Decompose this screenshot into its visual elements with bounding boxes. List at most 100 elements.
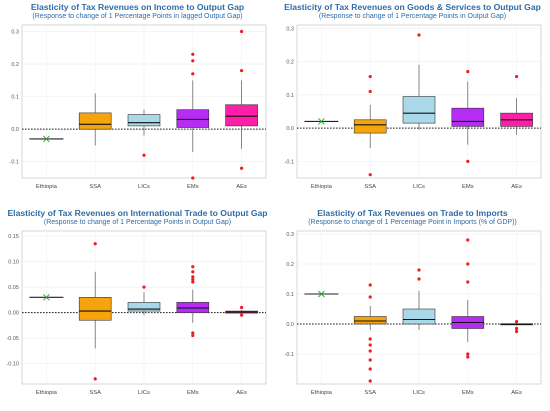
chart-panel-trade-imports: Elasticity of Tax Revenues on Trade to I… <box>275 206 550 411</box>
outlier-point <box>240 305 244 310</box>
chart-plot-goods-services: -0.1 0.0 0.1 0.2 0.3 Ethiopia SSA LICs EMs AEs <box>285 24 542 190</box>
x-tick-label: AEs <box>511 390 522 396</box>
outlier-point <box>240 313 244 317</box>
outlier-point <box>191 275 195 279</box>
outlier-point <box>515 74 519 79</box>
y-tick-label: 0.1 <box>286 93 294 99</box>
x-tick-label: LICs <box>413 390 425 396</box>
x-tick-label: Ethiopia <box>36 390 58 396</box>
outlier-point <box>515 320 519 324</box>
chart-panel-income: Elasticity of Tax Revenues on Income to … <box>0 0 275 205</box>
outlier-point <box>466 280 470 284</box>
outlier-point <box>191 72 195 76</box>
x-tick-label: AEs <box>236 184 247 190</box>
box <box>451 107 485 127</box>
y-tick-label: 0.0 <box>286 322 294 328</box>
y-tick-label: 0.15 <box>8 234 19 240</box>
outlier-point <box>368 367 372 371</box>
x-tick-label: Ethiopia <box>311 390 333 396</box>
chart-panel-international-trade: Elasticity of Tax Revenues on Internatio… <box>0 206 275 411</box>
outlier-point <box>240 68 244 73</box>
outlier-point <box>466 159 470 163</box>
outlier-point <box>417 33 421 37</box>
outlier-point <box>368 337 372 341</box>
x-tick-label: SSA <box>89 184 101 190</box>
chart-title: Elasticity of Tax Revenues on Internatio… <box>7 208 268 218</box>
ethiopia-marker <box>318 118 325 125</box>
x-tick-label: AEs <box>236 390 247 396</box>
box <box>127 114 161 127</box>
outlier-point <box>191 52 195 56</box>
chart-title: Elasticity of Tax Revenues on Goods & Se… <box>284 2 541 12</box>
outlier-point <box>466 262 470 266</box>
outlier-point <box>368 379 372 383</box>
y-tick-label: 0.2 <box>11 62 19 68</box>
outlier-point <box>368 89 372 94</box>
x-tick-label: LICs <box>413 184 425 190</box>
x-tick-label: EMs <box>462 390 474 396</box>
outlier-point <box>191 331 195 335</box>
y-tick-label: 0.10 <box>8 260 19 266</box>
chart-plot-trade-imports: -0.1 0.0 0.1 0.2 0.3 Ethiopia SSA LICs EMs AEs <box>285 230 542 396</box>
outlier-point <box>368 173 372 177</box>
y-tick-label: 0.0 <box>11 127 19 133</box>
y-tick-label: 0.3 <box>286 26 294 32</box>
chart-subtitle: (Response to change of 1 Percentage Poin… <box>318 13 507 20</box>
chart-panel-goods-services: Elasticity of Tax Revenues on Goods & Se… <box>275 0 550 205</box>
y-tick-label: -0.05 <box>6 336 19 342</box>
y-tick-label: -0.1 <box>285 352 294 358</box>
x-tick-label: EMs <box>187 184 199 190</box>
x-tick-label: EMs <box>462 184 474 190</box>
box <box>402 96 436 124</box>
x-tick-label: SSA <box>364 390 376 396</box>
y-tick-label: 0.2 <box>286 262 294 268</box>
box <box>78 112 112 130</box>
outlier-point <box>466 355 470 359</box>
chart-title: Elasticity of Tax Revenues on Income to … <box>30 2 245 12</box>
x-tick-label: SSA <box>364 184 376 190</box>
outlier-point <box>417 277 421 281</box>
x-tick-label: LICs <box>138 390 150 396</box>
outlier-point <box>368 283 372 287</box>
box <box>353 119 387 134</box>
outlier-point <box>368 358 372 362</box>
outlier-point <box>142 153 146 157</box>
outlier-point <box>240 166 244 170</box>
outlier-point <box>191 265 195 269</box>
outlier-point <box>466 238 470 242</box>
chart-title: Elasticity of Tax Revenues on Trade to I… <box>317 208 508 218</box>
outlier-point <box>240 29 244 34</box>
y-tick-label: 0.2 <box>286 60 294 66</box>
outlier-point <box>142 285 146 289</box>
outlier-point <box>466 352 470 356</box>
y-tick-label: -0.1 <box>285 159 294 165</box>
y-tick-label: 0.1 <box>11 95 19 101</box>
outlier-point <box>93 242 97 246</box>
outlier-point <box>515 329 519 334</box>
x-tick-label: SSA <box>89 390 101 396</box>
ethiopia-marker <box>43 293 50 301</box>
outlier-point <box>466 69 470 74</box>
outlier-point <box>368 74 372 79</box>
y-tick-label: 0.3 <box>11 30 19 36</box>
box <box>78 297 112 321</box>
chart-plot-international-trade: -0.10 -0.05 0.00 0.05 0.10 0.15 Ethiopia SSA LIC… <box>6 230 267 396</box>
outlier-point <box>515 326 519 331</box>
outlier-point <box>417 268 421 272</box>
outlier-point <box>191 59 195 63</box>
y-tick-label: 0.0 <box>286 126 294 132</box>
box <box>353 316 387 325</box>
box <box>402 308 436 325</box>
y-tick-label: -0.10 <box>6 362 19 368</box>
outlier-point <box>191 270 195 274</box>
chart-subtitle: (Response to change of 1 Percentage Poin… <box>308 219 517 226</box>
outlier-point <box>191 333 195 338</box>
box <box>176 109 210 128</box>
outlier-point <box>368 349 372 353</box>
outlier-point <box>368 295 372 299</box>
ethiopia-marker <box>43 135 50 143</box>
outlier-point <box>191 277 195 282</box>
box <box>127 302 161 312</box>
x-tick-label: EMs <box>187 390 199 396</box>
x-tick-label: Ethiopia <box>311 184 333 190</box>
